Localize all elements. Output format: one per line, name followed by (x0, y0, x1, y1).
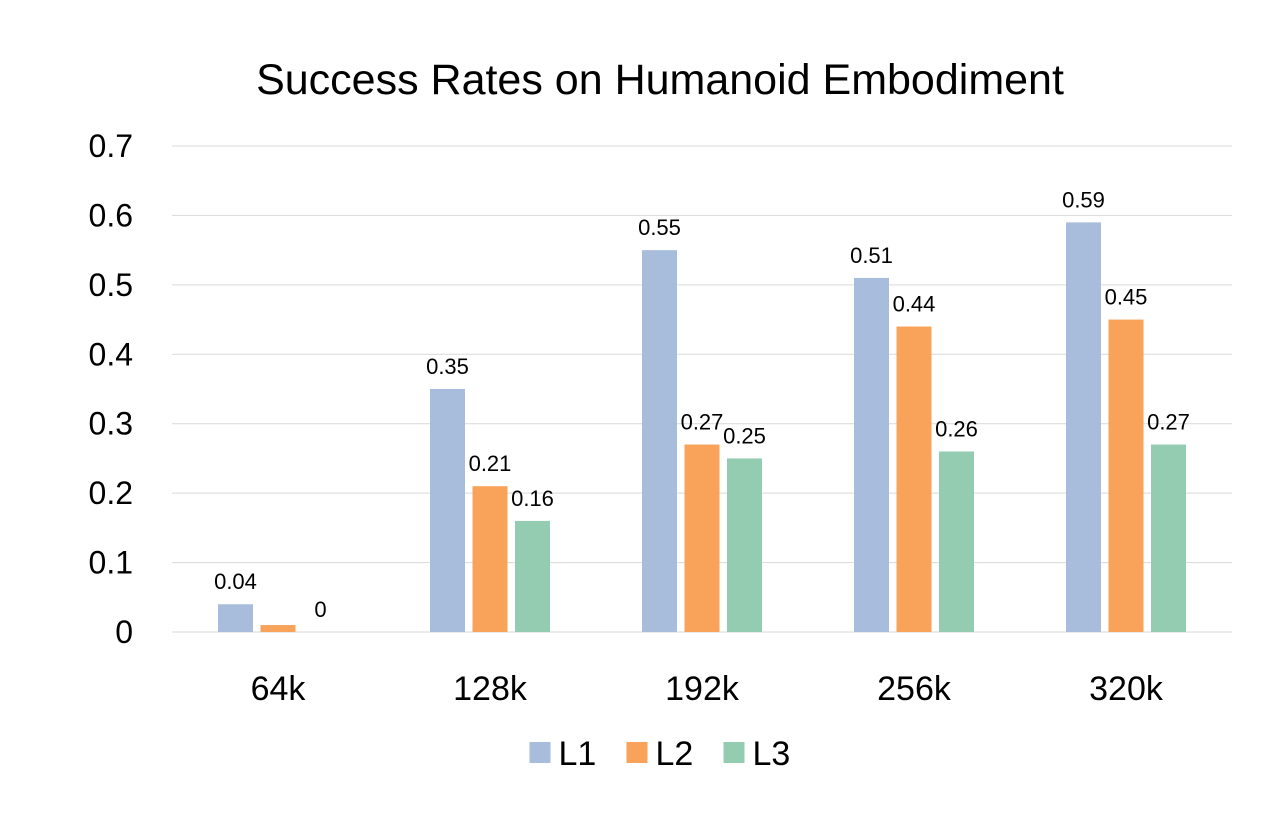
data-label: 0.44 (893, 292, 936, 317)
bar-l2-320k (1108, 319, 1144, 632)
data-labels: 0.0400.350.210.160.550.270.250.510.440.2… (214, 187, 1190, 622)
chart-title: Success Rates on Humanoid Embodiment (256, 56, 1064, 104)
bars (218, 222, 1186, 632)
y-tick-label: 0.3 (89, 406, 133, 442)
bar-l2-192k (684, 444, 720, 632)
data-label: 0.51 (850, 243, 893, 268)
legend-label-l1: L1 (559, 735, 597, 773)
bar-l1-128k (430, 389, 465, 632)
x-tick-label: 320k (1089, 670, 1164, 708)
data-label: 0 (314, 597, 326, 622)
y-tick-label: 0.2 (89, 475, 133, 511)
x-tick-label: 64k (251, 670, 307, 708)
x-tick-label: 128k (453, 670, 528, 708)
data-label: 0.55 (638, 215, 681, 240)
bar-l1-64k (218, 604, 253, 632)
y-axis: 0 0.1 0.2 0.3 0.4 0.5 0.6 0.7 (89, 128, 133, 650)
legend-swatch-l2 (626, 742, 648, 763)
y-tick-label: 0.4 (89, 336, 133, 372)
legend-label-l3: L3 (753, 735, 791, 773)
data-label: 0.04 (214, 569, 257, 594)
data-label: 0.16 (511, 486, 554, 511)
y-tick-label: 0.6 (89, 197, 133, 233)
legend-swatch-l3 (723, 742, 745, 763)
data-label: 0.26 (935, 416, 978, 441)
bar-l2-128k (472, 486, 508, 632)
y-tick-label: 0.5 (89, 267, 133, 303)
data-label: 0.27 (1147, 410, 1190, 435)
data-label: 0.27 (681, 410, 724, 435)
bar-l3-192k (727, 458, 762, 632)
bar-l3-256k (939, 451, 974, 632)
x-tick-label: 192k (665, 670, 740, 708)
bar-l1-320k (1066, 222, 1101, 632)
bar-l2-64k (260, 625, 296, 632)
legend-label-l2: L2 (656, 735, 694, 773)
data-label: 0.45 (1105, 285, 1148, 310)
x-tick-label: 256k (877, 670, 952, 708)
data-label: 0.25 (723, 423, 766, 448)
bar-l1-192k (642, 250, 677, 632)
bar-l2-256k (896, 326, 932, 632)
data-label: 0.21 (469, 451, 512, 476)
x-axis: 64k 128k 192k 256k 320k (251, 670, 1164, 708)
y-tick-label: 0.7 (89, 128, 133, 164)
data-label: 0.35 (426, 354, 469, 379)
bar-l3-128k (515, 520, 550, 632)
legend: L1 L2 L3 (529, 735, 791, 773)
y-tick-label: 0 (115, 614, 133, 650)
bar-l3-320k (1151, 444, 1186, 632)
y-tick-label: 0.1 (89, 545, 133, 581)
legend-swatch-l1 (529, 742, 551, 763)
bar-l1-256k (854, 277, 889, 632)
data-label: 0.59 (1062, 187, 1105, 212)
